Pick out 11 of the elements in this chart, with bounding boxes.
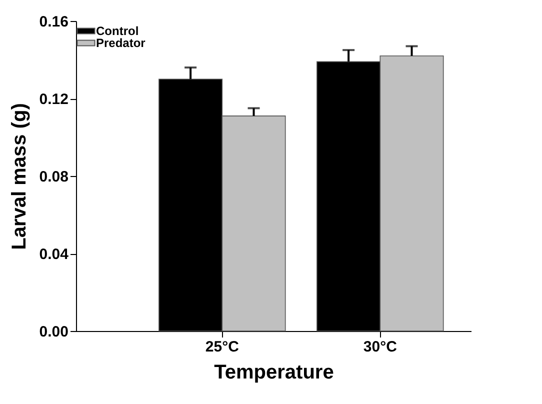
x-tick-label: 25°C (205, 338, 240, 356)
y-tick-label: 0.00 (39, 324, 68, 340)
y-tick-label: 0.12 (39, 91, 68, 108)
x-axis-title: Temperature (214, 362, 334, 384)
y-tick-label: 0.08 (39, 168, 68, 186)
y-tick-label: 0.04 (39, 246, 70, 263)
legend-label: Predator (96, 36, 146, 50)
legend-label: Control (96, 24, 139, 38)
y-axis-title: Larval mass (g) (8, 103, 30, 250)
y-tick-label: 0.16 (39, 14, 68, 30)
x-tick-label: 30°C (363, 338, 398, 356)
